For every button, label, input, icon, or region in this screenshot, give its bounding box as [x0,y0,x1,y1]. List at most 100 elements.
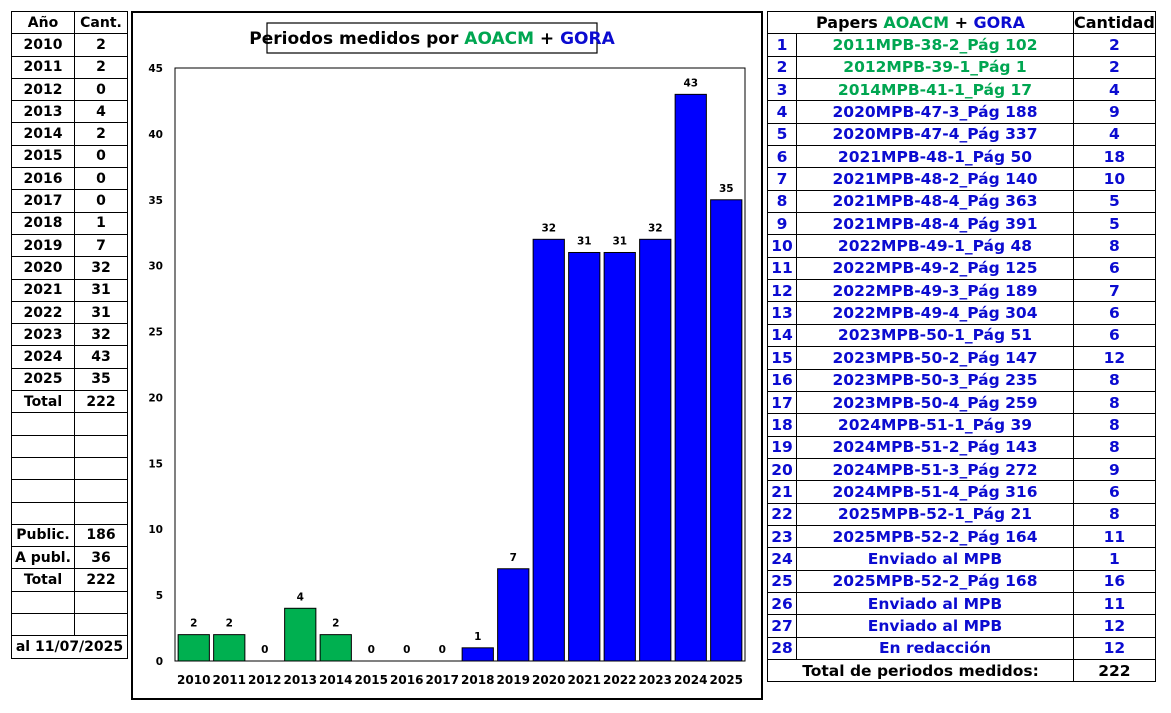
published-row-label: Public. [11,523,75,548]
svg-text:Periodos medidos por AOACM + G: Periodos medidos por AOACM + GORA [249,29,615,49]
paper-quantity: 8 [1073,368,1156,392]
paper-quantity: 6 [1073,301,1156,325]
x-tick-label: 2017 [426,673,459,687]
total-row: Total 222 [11,390,128,414]
year-row-value: 0 [74,144,128,169]
empty-row [11,590,128,615]
paper-row: 7 2021MPB-48-2_Pág 140 10 [767,167,1156,191]
bar-2018 [461,647,494,662]
paper-quantity: 16 [1073,569,1156,593]
papers-header-header_gora: GORA [973,13,1025,33]
paper-name: Enviado al MPB [796,547,1074,571]
total2-row-label: Total [11,568,75,592]
paper-row: 27 Enviado al MPB 12 [767,614,1156,638]
empty-row [11,456,128,481]
x-tick-label: 2024 [674,673,707,687]
year-row-label: 2018 [11,211,75,235]
paper-name: Enviado al MPB [796,614,1074,638]
paper-quantity: 12 [1073,346,1156,370]
left-header-row: Año Cant. [11,10,128,35]
year-row-label: 2013 [11,100,75,124]
quantity-header: Cantidad [1073,10,1156,35]
paper-name: 2023MPB-50-2_Pág 147 [796,346,1074,370]
paper-index: 8 [767,189,797,214]
year-row-label: 2010 [11,33,75,57]
paper-quantity: 8 [1073,502,1156,526]
to-publish-row-value: 36 [74,546,128,570]
paper-name: 2024MPB-51-3_Pág 272 [796,457,1074,482]
x-tick-label: 2016 [390,673,423,687]
empty-row-label [11,479,75,503]
year-row: 2023 32 [11,323,128,347]
paper-row: 17 2023MPB-50-4_Pág 259 8 [767,390,1156,415]
papers-total-value: 222 [1073,658,1156,683]
paper-index: 18 [767,413,797,437]
bar-value-label: 31 [577,235,592,247]
bar-value-label: 2 [332,618,339,630]
paper-row: 14 2023MPB-50-1_Pág 51 6 [767,323,1156,348]
year-row: 2010 2 [11,33,128,57]
paper-name: 2024MPB-51-4_Pág 316 [796,480,1074,504]
total2-row: Total 222 [11,568,128,592]
total-row-value: 222 [74,390,128,414]
paper-index: 20 [767,457,797,482]
year-row-label: 2011 [11,55,75,79]
paper-row: 18 2024MPB-51-1_Pág 39 8 [767,413,1156,437]
chart-panel: Periodos medidos por AOACM + GORA 0 5 10 15 2… [131,11,763,700]
paper-row: 12 2022MPB-49-3_Pág 189 7 [767,279,1156,303]
bar-value-label: 2 [190,618,197,630]
empty-row [11,412,128,436]
x-tick-label: 2010 [177,673,210,687]
paper-name: 2020MPB-47-4_Pág 337 [796,122,1074,147]
left-header-row-label: Año [11,10,75,35]
x-tick-label: 2018 [461,673,494,687]
chart-title-title_aoacm: AOACM [464,29,534,49]
paper-quantity: 8 [1073,234,1156,258]
year-row-label: 2023 [11,323,75,347]
paper-index: 6 [767,145,797,169]
x-tick-label: 2015 [355,673,388,687]
empty-row-value [74,590,128,615]
paper-row: 8 2021MPB-48-4_Pág 363 5 [767,189,1156,214]
bar-chart: Periodos medidos por AOACM + GORA0510152… [148,22,746,687]
year-row: 2011 2 [11,55,128,79]
chart-title-title_gora: GORA [560,29,615,49]
bar-2021 [568,251,601,662]
bar-value-label: 1 [474,631,481,643]
papers-header-header_plus: + [949,13,974,33]
paper-name: 2022MPB-49-1_Pág 48 [796,234,1074,258]
paper-row: 4 2020MPB-47-3_Pág 188 9 [767,100,1156,124]
paper-quantity: 11 [1073,524,1156,549]
y-tick-label: 30 [148,261,163,273]
paper-index: 21 [767,480,797,504]
to-publish-row: A publ. 36 [11,546,128,570]
chart-title-title_prefix: Periodos medidos por [249,29,464,49]
year-row-label: 2020 [11,256,75,280]
bar-value-label: 7 [510,552,517,564]
plot-area [174,67,746,662]
published-row-value: 186 [74,523,128,548]
paper-name: 2020MPB-47-3_Pág 188 [796,100,1074,124]
paper-row: 24 Enviado al MPB 1 [767,547,1156,571]
year-row-value: 0 [74,167,128,191]
paper-quantity: 2 [1073,55,1156,80]
paper-quantity: 8 [1073,413,1156,437]
bar-value-label: 0 [261,644,268,656]
paper-name: 2024MPB-51-2_Pág 143 [796,435,1074,459]
paper-quantity: 5 [1073,212,1156,236]
year-row: 2022 31 [11,300,128,325]
date-label: al 11/07/2025 [11,635,128,659]
paper-index: 1 [767,33,797,57]
paper-index: 4 [767,100,797,124]
bar-2010 [177,634,210,662]
bar-value-label: 32 [648,222,663,234]
year-row-value: 43 [74,345,128,369]
x-tick-label: 2019 [497,673,530,687]
paper-quantity: 6 [1073,256,1156,281]
paper-quantity: 11 [1073,591,1156,616]
year-row-label: 2015 [11,144,75,169]
empty-row-label [11,412,75,436]
paper-index: 28 [767,636,797,660]
year-row: 2025 35 [11,367,128,392]
empty-row-label [11,434,75,458]
